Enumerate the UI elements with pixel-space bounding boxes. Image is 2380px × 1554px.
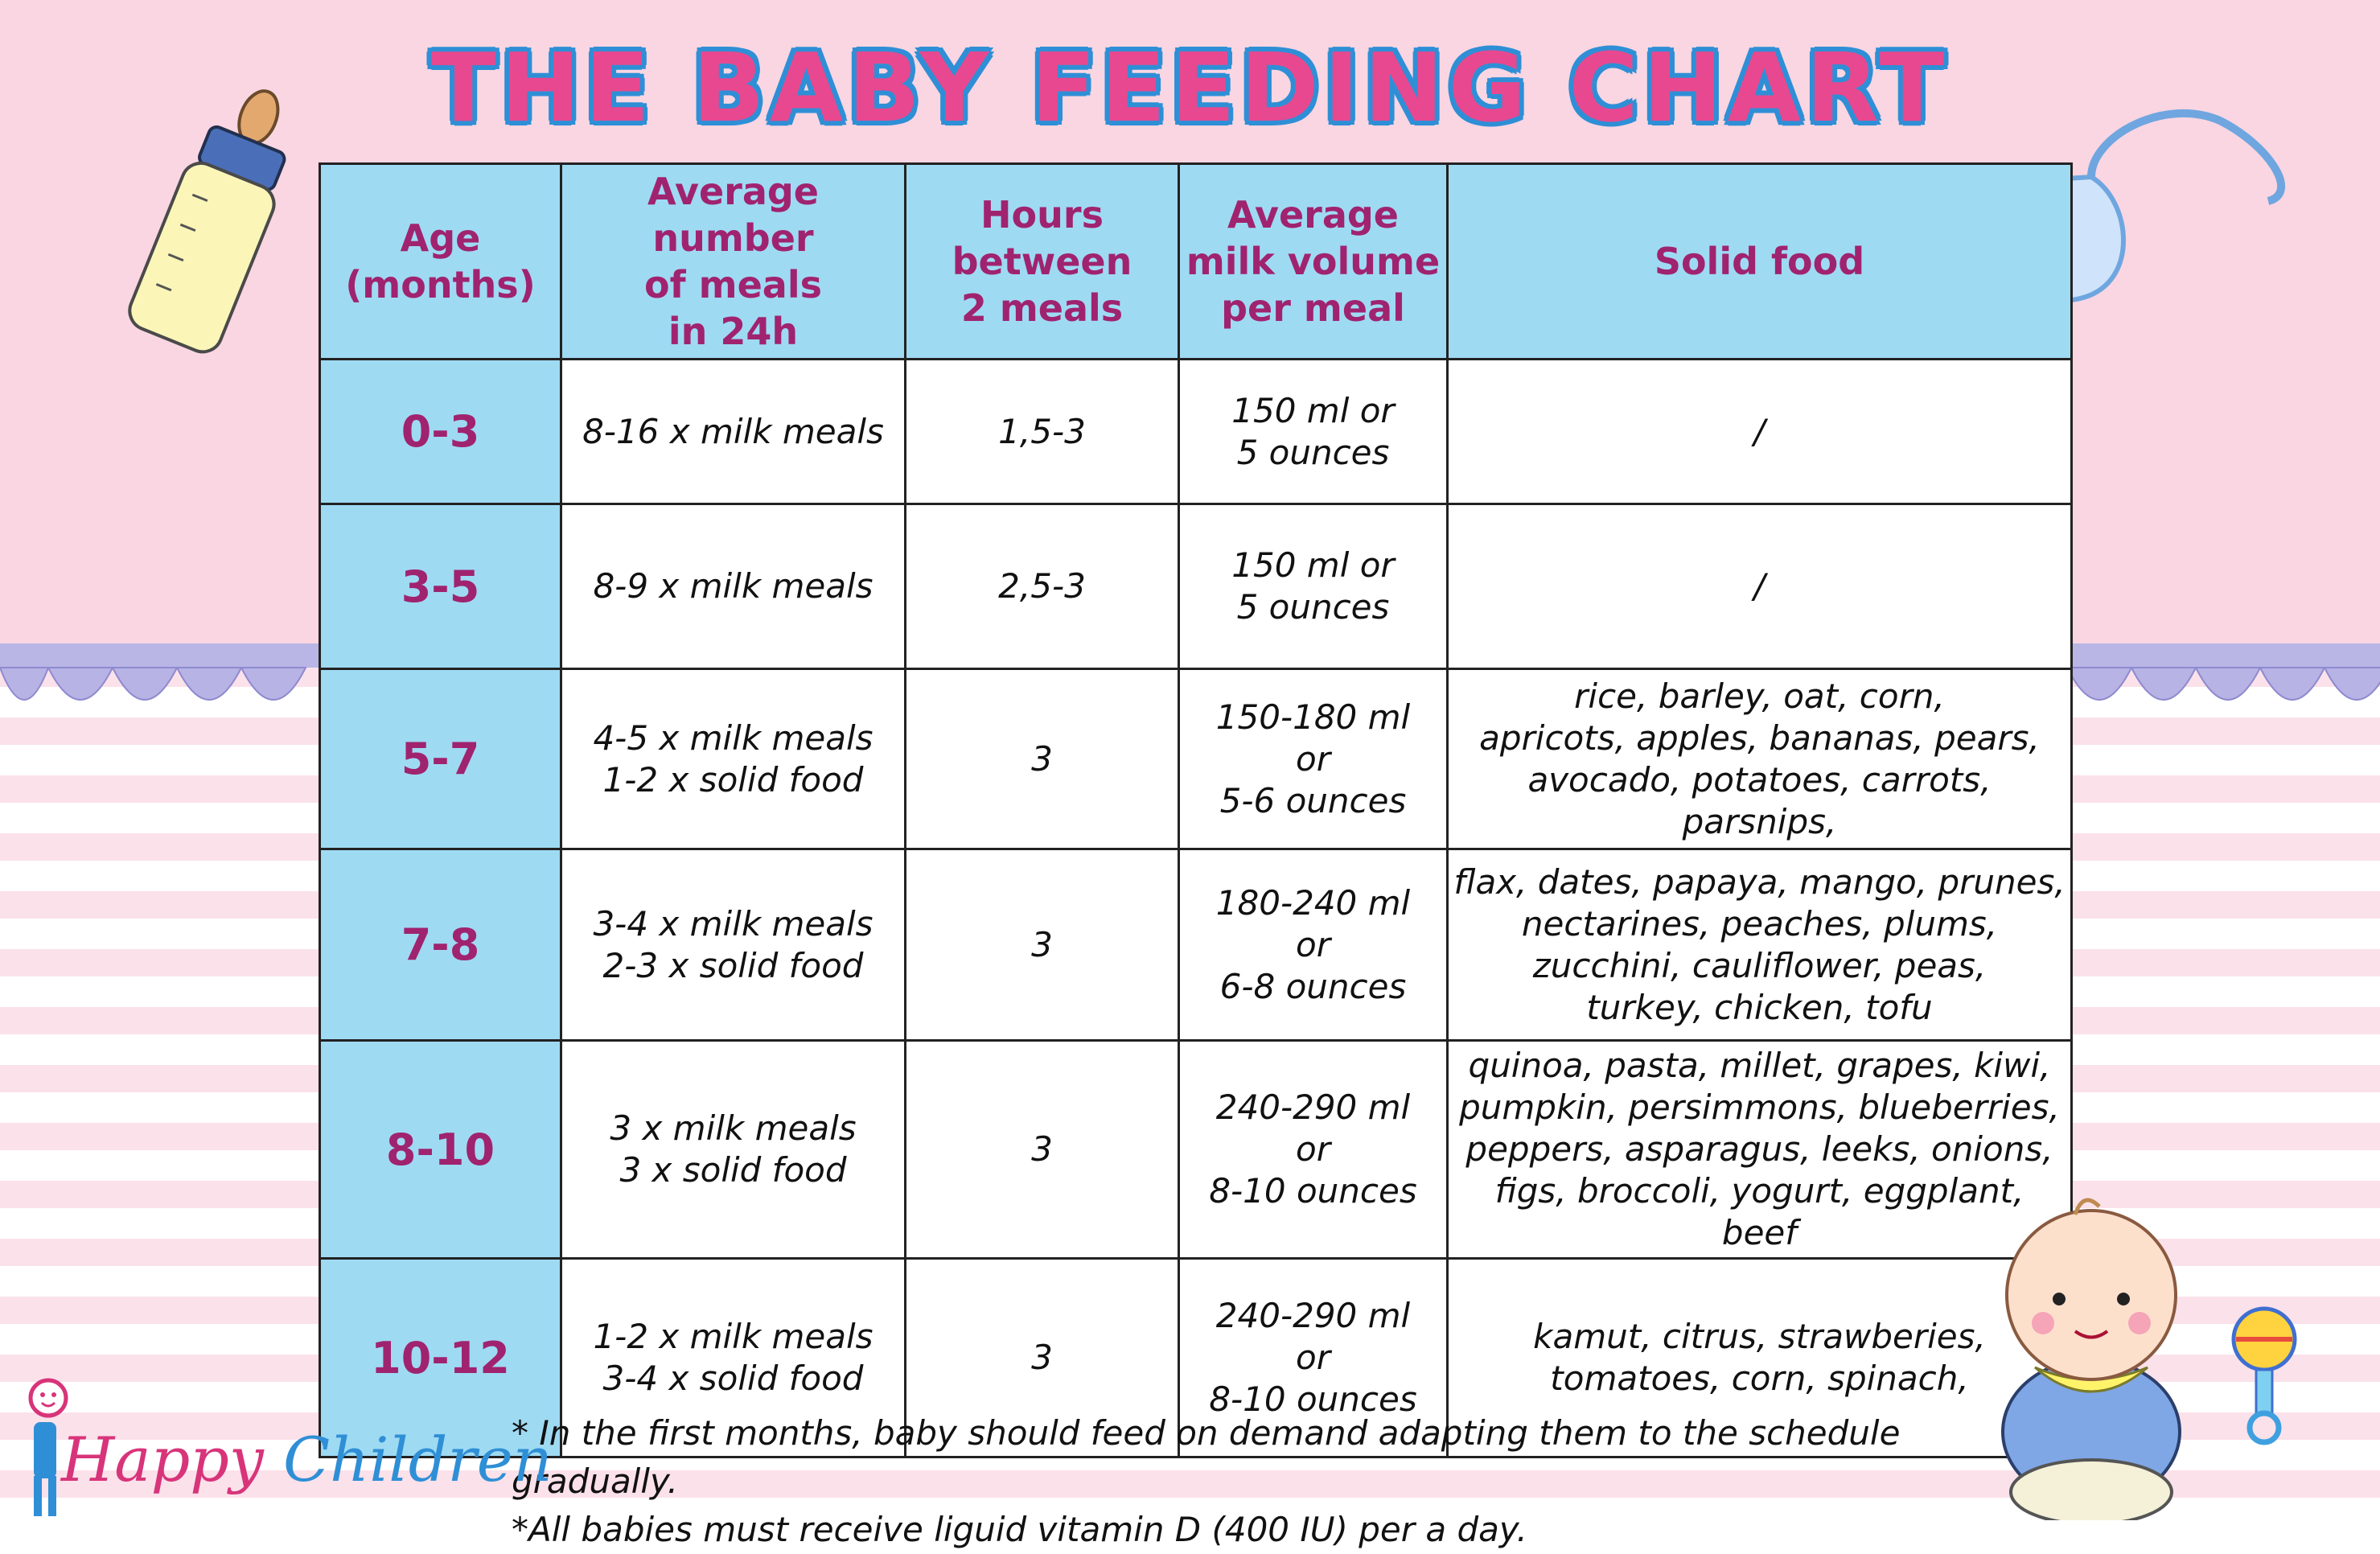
milk-cell: 240-290 ml or 8-10 ounces <box>1178 1039 1449 1260</box>
lace-border-left <box>0 643 322 701</box>
solid-food-cell: / <box>1446 358 2073 505</box>
hours-cell: 2,5-3 <box>904 503 1180 670</box>
page-title: THE BABY FEEDING CHART <box>430 32 1950 143</box>
table-row: 7-8 3-4 x milk meals 2-3 x solid food 3 … <box>319 848 2073 1042</box>
table-row: 3-5 8-9 x milk meals 2,5-3 150 ml or 5 o… <box>319 503 2073 670</box>
age-cell: 8-10 <box>319 1039 562 1260</box>
happy-children-logo <box>28 1378 68 1516</box>
age-cell: 0-3 <box>319 358 562 505</box>
milk-cell: 150 ml or 5 ounces <box>1178 503 1449 670</box>
logo-word-happy: Happy <box>61 1424 264 1495</box>
logo-word-children: Children <box>283 1424 553 1495</box>
hours-cell: 3 <box>904 1039 1180 1260</box>
feeding-chart-table: Age (months) Average number of meals in … <box>319 162 2073 1458</box>
meals-cell: 3 x milk meals 3 x solid food <box>560 1039 906 1260</box>
table-row: 10-12 1-2 x milk meals 3-4 x solid food … <box>319 1257 2073 1458</box>
meals-cell: 4-5 x milk meals 1-2 x solid food <box>560 668 906 850</box>
meals-cell: 1-2 x milk meals 3-4 x solid food <box>560 1257 906 1458</box>
hours-cell: 3 <box>904 668 1180 850</box>
header-meals: Average number of meals in 24h <box>560 162 906 360</box>
solid-food-cell: kamut, citrus, strawberies, tomatoes, co… <box>1446 1257 2073 1458</box>
footnote-vitamin-d: *All babies must receive liguid vitamin … <box>512 1510 1527 1549</box>
header-hours: Hours between 2 meals <box>904 162 1180 360</box>
lace-border-right <box>2067 643 2380 701</box>
age-cell: 5-7 <box>319 668 562 850</box>
footnotes: * In the first months, baby should feed … <box>512 1409 2040 1554</box>
table-row: 8-10 3 x milk meals 3 x solid food 3 240… <box>319 1039 2073 1260</box>
age-cell: 7-8 <box>319 848 562 1042</box>
milk-cell: 180-240 ml or 6-8 ounces <box>1178 848 1449 1042</box>
hours-cell: 1,5-3 <box>904 358 1180 505</box>
table-row: 5-7 4-5 x milk meals 1-2 x solid food 3 … <box>319 668 2073 850</box>
meals-cell: 3-4 x milk meals 2-3 x solid food <box>560 848 906 1042</box>
footnote-demand: * In the first months, baby should feed … <box>512 1413 1901 1501</box>
baby-bottle-icon <box>128 89 286 354</box>
rattle-icon <box>2231 1306 2297 1445</box>
table-row: 0-3 8-16 x milk meals 1,5-3 150 ml or 5 … <box>319 358 2073 505</box>
milk-cell: 240-290 ml or 8-10 ounces <box>1178 1257 1449 1458</box>
table-header-row: Age (months) Average number of meals in … <box>319 162 2073 360</box>
milk-cell: 150-180 ml or 5-6 ounces <box>1178 668 1449 850</box>
meals-cell: 8-16 x milk meals <box>560 358 906 505</box>
solid-food-cell: quinoa, pasta, millet, grapes, kiwi, pum… <box>1446 1039 2073 1260</box>
header-age: Age (months) <box>319 162 562 360</box>
meals-cell: 8-9 x milk meals <box>560 503 906 670</box>
logo-text: Happy Children <box>61 1424 553 1495</box>
header-solid: Solid food <box>1446 162 2073 360</box>
header-milk: Average milk volume per meal <box>1178 162 1449 360</box>
solid-food-cell: rice, barley, oat, corn, apricots, apple… <box>1446 668 2073 850</box>
solid-food-cell: flax, dates, papaya, mango, prunes, nect… <box>1446 848 2073 1042</box>
age-cell: 10-12 <box>319 1257 562 1458</box>
hours-cell: 3 <box>904 1257 1180 1458</box>
solid-food-cell: / <box>1446 503 2073 670</box>
milk-cell: 150 ml or 5 ounces <box>1178 358 1449 505</box>
hours-cell: 3 <box>904 848 1180 1042</box>
baby-icon <box>2001 1198 2181 1520</box>
age-cell: 3-5 <box>319 503 562 670</box>
